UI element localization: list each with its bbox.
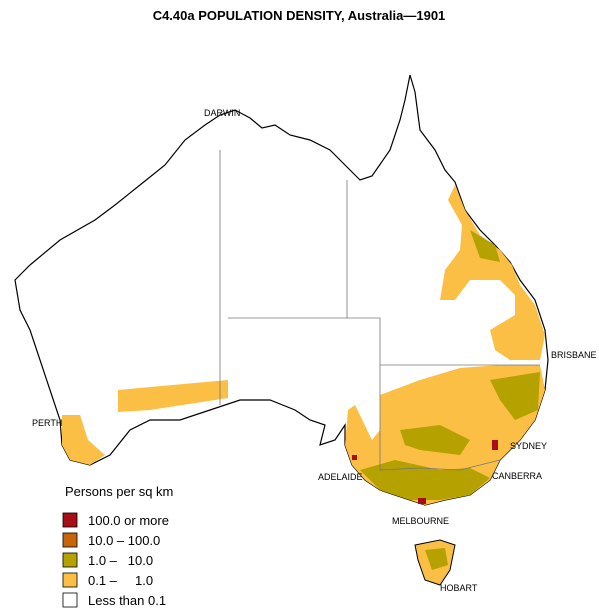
legend-label: 10.0 – 100.0 [88,533,160,548]
legend-label: 1.0 – 10.0 [88,553,153,568]
legend-title: Persons per sq km [65,484,173,499]
legend-label: 0.1 – 1.0 [88,573,153,588]
city-label: CANBERRA [492,471,542,481]
density-regions [62,185,545,505]
mainland [14,74,549,586]
city-label: SYDNEY [510,441,547,451]
city-label: BRISBANE [551,350,597,360]
legend-swatch [62,552,78,568]
legend-label: Less than 0.1 [88,593,166,608]
city-label: DARWIN [204,108,240,118]
legend-swatch [62,512,78,528]
city-label: PERTH [32,418,62,428]
state-borders [219,150,540,471]
legend-label: 100.0 or more [88,513,169,528]
legend-swatch [62,592,78,608]
map-title: C4.40a POPULATION DENSITY, Australia—190… [153,8,446,23]
city-label: HOBART [440,583,478,593]
city-label: ADELAIDE [318,472,363,482]
city-label: MELBOURNE [392,516,449,526]
legend-swatch [62,572,78,588]
legend-swatch [62,532,78,548]
